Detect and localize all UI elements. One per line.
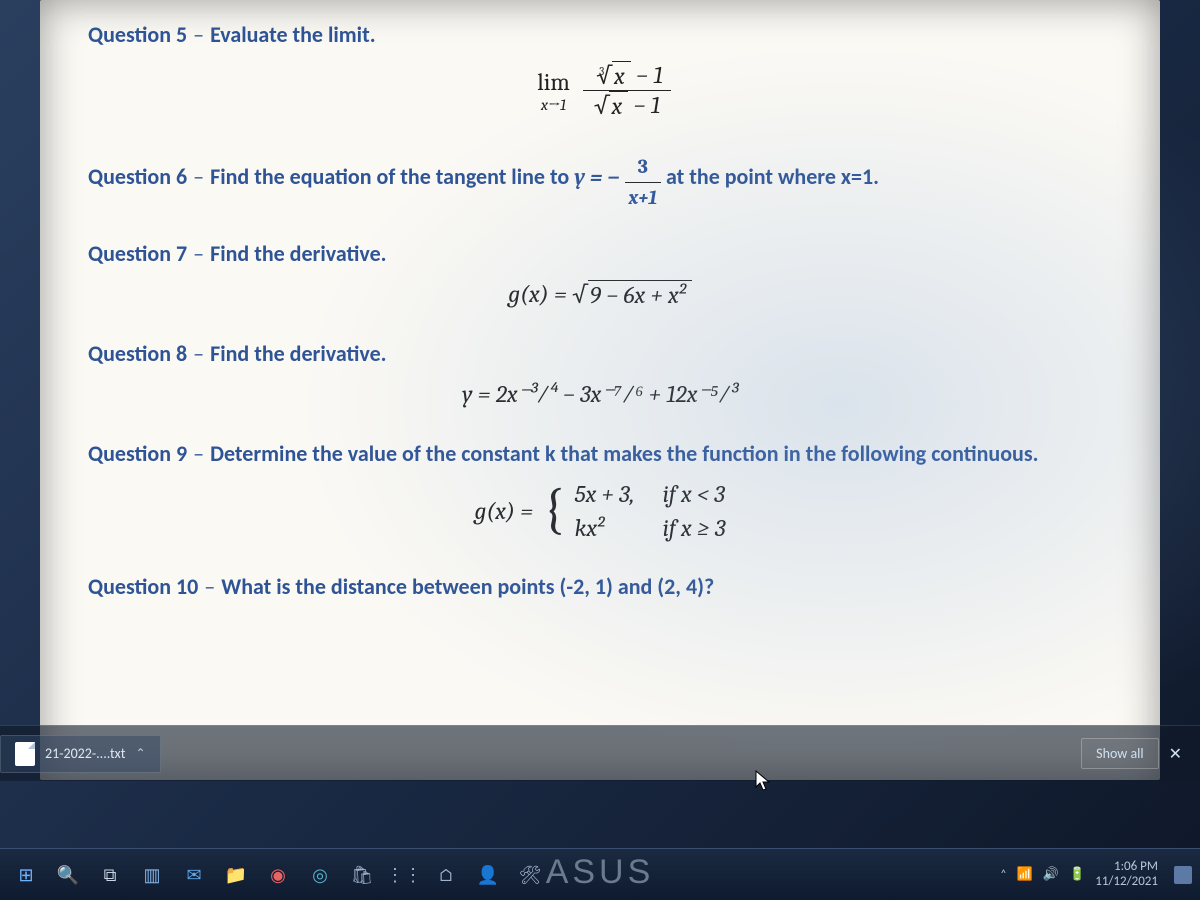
question-8-label: Question 8 [88, 340, 187, 367]
question-6-prompt-b: at the point where x=1. [666, 163, 879, 190]
q5-den-tail: − 1 [628, 91, 660, 119]
search-icon[interactable]: 🔍 [50, 857, 86, 893]
file-icon [15, 742, 35, 766]
question-5-label: Question 5 [88, 21, 187, 48]
question-8: Question 8–Find the derivative. [88, 337, 1112, 370]
q9-r2-cond: if x ≥ 3 [663, 514, 726, 542]
close-downloads-button[interactable]: ✕ [1169, 744, 1182, 764]
question-10-label: Question 10 [88, 573, 198, 600]
q9-lhs: g(x) = [475, 497, 533, 525]
q8-math: y = 2x⁻³∕⁴ − 3x⁻⁷∕⁶ + 12x⁻⁵∕³ [88, 380, 1112, 409]
question-5-prompt: Evaluate the limit. [210, 21, 375, 48]
tray-chevron-icon[interactable]: ˄ [1000, 868, 1006, 882]
question-7: Question 7–Find the derivative. [88, 237, 1112, 270]
q5-num-tail: − 1 [631, 61, 663, 89]
laptop-brand-label: ASUS [546, 853, 655, 892]
q5-lim: lim [537, 68, 570, 96]
sound-icon[interactable]: 🔊 [1043, 867, 1059, 882]
mail-icon[interactable]: ✉ [176, 857, 212, 893]
clock-time: 1:06 PM [1095, 860, 1158, 875]
taskbar-left: ⊞🔍⧉▥✉📁◉◎🛍⋮⋮⌂👤🛠 [8, 857, 548, 893]
chrome-icon[interactable]: ◉ [260, 857, 296, 893]
task-view-icon[interactable]: ⧉ [92, 857, 128, 893]
clock-date: 11/12/2021 [1095, 875, 1158, 890]
question-6-prompt-a: Find the equation of the tangent line to [210, 163, 574, 190]
question-10-prompt: What is the distance between points (-2,… [221, 573, 714, 600]
q5-den-radicand: x [609, 91, 628, 120]
edge-icon[interactable]: ◎ [302, 857, 338, 893]
app1-icon[interactable]: ▥ [134, 857, 170, 893]
q6-yeq: y = − [574, 164, 620, 190]
download-chevron[interactable]: ⌃ [135, 746, 145, 761]
taskbar-right: ˄ 📶 🔊 🔋 1:06 PM 11/12/2021 [1000, 860, 1192, 890]
question-9-prompt: Determine the value of the constant k th… [210, 440, 1038, 467]
q7-math: g(x) = √9 − 6x + x² [88, 280, 1112, 309]
app5-icon[interactable]: 🛠 [512, 857, 548, 893]
app4-icon[interactable]: 👤 [470, 857, 506, 893]
q9-r2-expr: kx² [575, 514, 635, 542]
q5-math: lim x→1 √x − 1 √x − 1 [88, 61, 1112, 120]
question-6: Question 6–Find the equation of the tang… [88, 148, 1112, 209]
q9-math: g(x) = { 5x + 3, if x < 3 kx² if x ≥ 3 [88, 480, 1112, 542]
download-chip[interactable]: 21-2022-....txt ⌃ [0, 735, 161, 773]
show-all-button[interactable]: Show all [1081, 738, 1158, 769]
question-5: Question 5–Evaluate the limit. [88, 18, 1112, 51]
question-7-label: Question 7 [88, 240, 187, 267]
app2-icon[interactable]: ⋮⋮ [386, 857, 422, 893]
downloads-bar: 21-2022-....txt ⌃ Show all ✕ [0, 725, 1200, 781]
q6-frac-den: x+1 [625, 183, 662, 213]
download-filename: 21-2022-....txt [45, 745, 125, 762]
question-9-label: Question 9 [88, 440, 187, 467]
q9-r1-cond: if x < 3 [663, 480, 726, 508]
question-6-label: Question 6 [88, 163, 187, 190]
question-10: Question 10–What is the distance between… [88, 570, 1112, 603]
q7-lhs: g(x) = [508, 280, 572, 308]
question-7-prompt: Find the derivative. [210, 240, 386, 267]
question-8-prompt: Find the derivative. [210, 340, 386, 367]
question-9: Question 9–Determine the value of the co… [88, 437, 1112, 470]
q6-frac-num: 3 [625, 152, 662, 183]
app3-icon[interactable]: ⌂ [428, 857, 464, 893]
battery-icon[interactable]: 🔋 [1069, 867, 1085, 882]
action-center-icon[interactable] [1174, 866, 1192, 884]
taskbar-clock[interactable]: 1:06 PM 11/12/2021 [1095, 860, 1158, 890]
q7-radicand: 9 − 6x + x² [588, 280, 692, 309]
start-icon[interactable]: ⊞ [8, 857, 44, 893]
folder-icon[interactable]: 📁 [218, 857, 254, 893]
document-viewport: Question 5–Evaluate the limit. lim x→1 √… [40, 0, 1160, 780]
store-icon[interactable]: 🛍 [344, 857, 380, 893]
q5-lim-sub: x→1 [541, 96, 566, 114]
q9-r1-expr: 5x + 3, [575, 480, 635, 508]
q5-num-radicand: x [612, 61, 631, 90]
wifi-icon[interactable]: 📶 [1017, 867, 1033, 882]
